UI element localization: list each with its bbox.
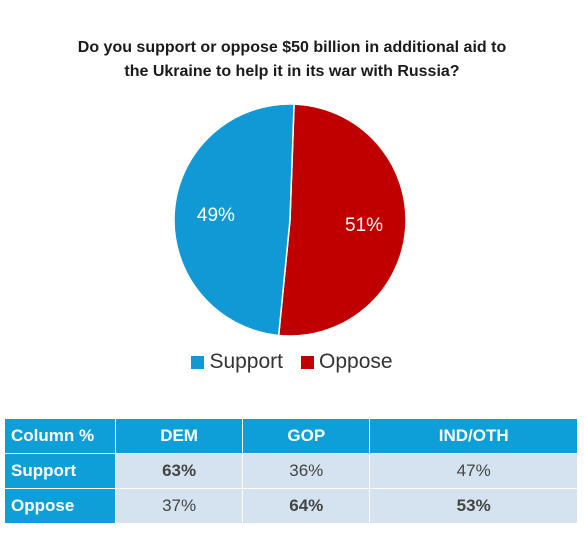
cell-oppose-ind-oth: 53% [369, 488, 578, 524]
legend-label-oppose: Oppose [319, 350, 393, 373]
pie-slice-support [173, 103, 295, 337]
row-label-oppose: Oppose [4, 488, 116, 524]
header-column-pct: Column % [4, 418, 116, 454]
legend-swatch-support [191, 355, 205, 369]
cell-support-dem: 63% [114, 453, 244, 489]
cell-oppose-gop: 64% [242, 488, 371, 524]
legend-swatch-oppose [301, 355, 314, 369]
cell-oppose-dem: 37% [114, 488, 244, 524]
table-row-support: Support 63% 36% 47% [4, 453, 578, 489]
legend-label-support: Support [209, 350, 283, 373]
header-ind-oth: IND/OTH [369, 418, 578, 454]
cell-support-ind-oth: 47% [369, 453, 578, 489]
row-label-support: Support [4, 453, 116, 489]
chart-legend: Support Oppose [0, 350, 584, 374]
pie-chart: 51% 49% [173, 103, 407, 337]
chart-title: Do you support or oppose $50 billion in … [0, 36, 584, 84]
pie-slice-oppose [277, 103, 407, 337]
header-gop: GOP [242, 418, 371, 454]
table-header-row: Column % DEM GOP IND/OTH [4, 418, 578, 454]
chart-title-line-2: the Ukraine to help it in its war with R… [124, 63, 460, 80]
header-dem: DEM [114, 418, 244, 454]
pie-label-oppose: 51% [345, 215, 383, 236]
table-row-oppose: Oppose 37% 64% 53% [4, 488, 578, 524]
legend-item-support: Support [191, 350, 283, 374]
crosstab-table: Column % DEM GOP IND/OTH Support 63% 36%… [4, 418, 578, 524]
legend-item-oppose: Oppose [301, 350, 393, 374]
chart-title-line-1: Do you support or oppose $50 billion in … [77, 39, 507, 56]
cell-support-gop: 36% [242, 453, 371, 489]
pie-label-support: 49% [197, 205, 235, 226]
